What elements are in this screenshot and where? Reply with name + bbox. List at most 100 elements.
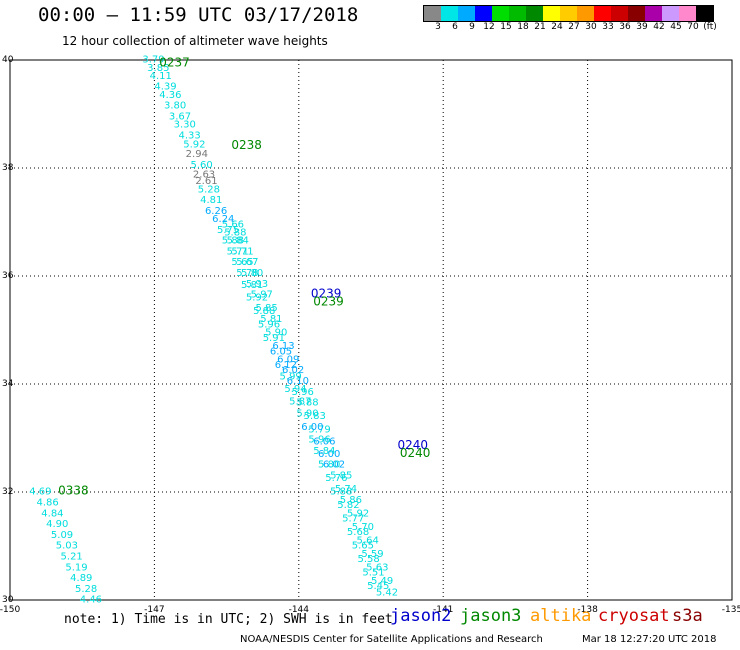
color-swatch xyxy=(441,6,458,21)
lon-tick-label: -147 xyxy=(144,605,164,615)
swh-value: 3.79 xyxy=(142,55,164,66)
swh-value: 5.92 xyxy=(183,139,205,150)
color-bar-label: 42 xyxy=(653,22,665,32)
swh-value: 3.67 xyxy=(169,111,191,122)
swh-value: 5.76 xyxy=(325,473,347,484)
swh-value: 5.84 xyxy=(227,236,249,247)
color-bar-label: (ft) xyxy=(703,22,717,32)
swh-value: 6.09 xyxy=(277,354,299,365)
color-bar-label: 39 xyxy=(636,22,648,32)
generated-timestamp: Mar 18 12:27:20 UTC 2018 xyxy=(582,634,717,645)
swh-value: 5.99 xyxy=(280,372,302,383)
color-swatch xyxy=(628,6,645,21)
swh-value: 5.74 xyxy=(335,484,357,495)
swh-value: 5.83 xyxy=(304,411,326,422)
pass-label: 0237 xyxy=(159,55,190,69)
color-bar-label: 24 xyxy=(551,22,563,32)
color-swatch xyxy=(543,6,560,21)
color-swatch xyxy=(679,6,696,21)
color-bar-label: 27 xyxy=(568,22,580,32)
color-swatch xyxy=(509,6,526,21)
swh-value: 6.13 xyxy=(272,341,294,352)
swh-value: 5.49 xyxy=(371,576,393,587)
swh-value: 5.85 xyxy=(330,471,352,482)
swh-value: 5.88 xyxy=(330,487,352,498)
lat-tick-label: 32 xyxy=(2,487,13,497)
swh-value: 6.00 xyxy=(318,449,340,460)
swh-value: 5.90 xyxy=(296,408,318,419)
swh-value: 5.42 xyxy=(376,588,398,599)
swh-value: 5.81 xyxy=(241,280,263,291)
swh-value: 5.60 xyxy=(191,160,213,171)
swh-value: 2.63 xyxy=(193,170,215,181)
swh-value: 5.94 xyxy=(284,384,306,395)
color-bar-label: 30 xyxy=(585,22,597,32)
swh-value: 4.11 xyxy=(150,71,172,82)
color-bar-label: 6 xyxy=(452,22,458,32)
color-swatch xyxy=(696,6,713,21)
color-swatch xyxy=(594,6,611,21)
swh-value: 4.89 xyxy=(70,573,92,584)
swh-value: 5.85 xyxy=(255,303,277,314)
lon-tick-label: -135 xyxy=(722,605,740,615)
pass-label: 0240 xyxy=(400,446,431,460)
swh-value: 5.70 xyxy=(352,522,374,533)
swh-value: 5.92 xyxy=(347,508,369,519)
lat-tick-label: 38 xyxy=(2,163,14,173)
color-swatch xyxy=(645,6,662,21)
pass-label: 0338 xyxy=(58,484,89,498)
note-text: note: 1) Time is in UTC; 2) SWH is in fe… xyxy=(64,612,393,627)
color-bar-label: 3 xyxy=(435,22,441,32)
swh-value: 5.65 xyxy=(231,257,253,268)
swh-value: 5.81 xyxy=(260,314,282,325)
swh-value: 5.28 xyxy=(198,184,220,195)
swh-value: 5.97 xyxy=(251,290,273,301)
color-swatch xyxy=(577,6,594,21)
swh-value: 5.21 xyxy=(61,552,83,563)
swh-value: 2.94 xyxy=(186,149,208,160)
color-swatch xyxy=(611,6,628,21)
swh-value: 4.39 xyxy=(154,82,176,93)
pass-label: 0238 xyxy=(231,138,262,152)
swh-value: 5.28 xyxy=(75,584,97,595)
color-bar-label: 70 xyxy=(687,22,699,32)
color-swatch xyxy=(560,6,577,21)
swh-value: 5.64 xyxy=(357,535,379,546)
swh-value: 5.90 xyxy=(265,327,287,338)
legend-item-jason2: jason2 xyxy=(390,606,452,626)
legend-item-s3a: s3a xyxy=(672,606,703,626)
swh-value: 6.26 xyxy=(205,206,227,217)
swh-value: 6.00 xyxy=(301,422,323,433)
color-swatch xyxy=(475,6,492,21)
swh-value: 5.68 xyxy=(347,527,369,538)
swh-value: 5.75 xyxy=(217,225,239,236)
swh-value: 5.93 xyxy=(246,279,268,290)
legend-item-jason3: jason3 xyxy=(460,606,522,626)
color-bar-label: 9 xyxy=(469,22,475,32)
swh-value: 5.78 xyxy=(236,268,258,279)
swh-value: 5.87 xyxy=(289,397,311,408)
swh-value: 6.10 xyxy=(287,376,309,387)
color-swatch xyxy=(424,6,441,21)
legend-item-cryosat: cryosat xyxy=(598,606,670,626)
swh-value: 4.69 xyxy=(29,487,51,498)
swh-value: 5.03 xyxy=(56,541,78,552)
footer-credit: NOAA/NESDIS Center for Satellite Applica… xyxy=(240,634,543,645)
color-bar-label: 36 xyxy=(619,22,631,32)
lat-tick-label: 30 xyxy=(2,595,14,605)
color-bar-label: 33 xyxy=(602,22,614,32)
swh-value: 5.82 xyxy=(337,500,359,511)
swh-value: 3.80 xyxy=(164,101,186,112)
swh-value: 5.84 xyxy=(313,446,335,457)
swh-value: 5.65 xyxy=(352,541,374,552)
swh-value: 5.92 xyxy=(246,292,268,303)
page-title: 00:00 – 11:59 UTC 03/17/2018 xyxy=(38,4,359,26)
swh-value: 5.63 xyxy=(366,562,388,573)
swh-value: 5.67 xyxy=(236,257,258,268)
lon-tick-label: -144 xyxy=(289,605,310,615)
color-bar-label: 45 xyxy=(670,22,682,32)
swh-value: 5.58 xyxy=(358,554,380,565)
swh-value: 4.33 xyxy=(178,130,200,141)
swh-value: 5.91 xyxy=(263,333,285,344)
